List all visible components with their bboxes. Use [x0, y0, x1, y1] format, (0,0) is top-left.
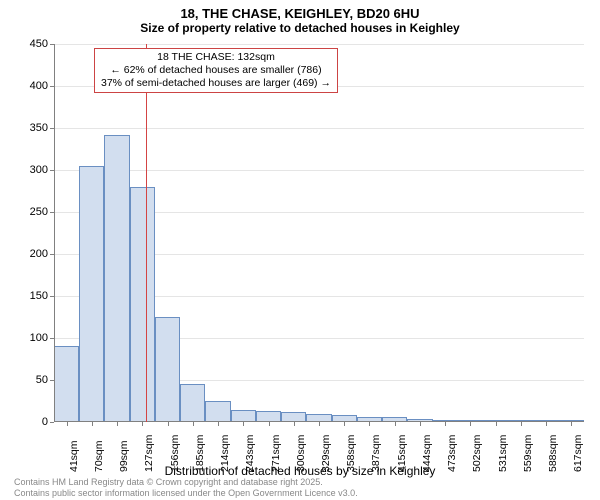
x-tick-mark	[571, 422, 572, 426]
x-tick-mark	[117, 422, 118, 426]
grid-line	[54, 128, 584, 129]
y-tick-label: 300	[30, 164, 54, 176]
grid-line	[54, 44, 584, 45]
title-block: 18, THE CHASE, KEIGHLEY, BD20 6HU Size o…	[0, 0, 600, 35]
x-tick-mark	[496, 422, 497, 426]
x-tick-mark	[218, 422, 219, 426]
y-axis-line	[54, 44, 55, 422]
x-tick-mark	[420, 422, 421, 426]
y-tick-label: 250	[30, 206, 54, 218]
footer-line1: Contains HM Land Registry data © Crown c…	[14, 477, 358, 487]
x-tick-mark	[269, 422, 270, 426]
x-tick-mark	[92, 422, 93, 426]
x-tick-mark	[243, 422, 244, 426]
title-line1: 18, THE CHASE, KEIGHLEY, BD20 6HU	[0, 6, 600, 21]
x-tick-mark	[294, 422, 295, 426]
x-tick-mark	[142, 422, 143, 426]
histogram-bar	[130, 187, 155, 422]
histogram-bar	[79, 166, 104, 422]
x-tick-mark	[445, 422, 446, 426]
footer-line2: Contains public sector information licen…	[14, 488, 358, 498]
histogram-bar	[205, 401, 230, 422]
y-tick-label: 0	[42, 416, 54, 428]
x-tick-mark	[395, 422, 396, 426]
histogram-bar	[180, 384, 205, 422]
histogram-bar	[155, 317, 180, 422]
grid-line	[54, 170, 584, 171]
y-tick-label: 150	[30, 290, 54, 302]
x-tick-mark	[319, 422, 320, 426]
annotation-line3: 37% of semi-detached houses are larger (…	[101, 77, 331, 90]
histogram-bar	[104, 135, 129, 422]
x-tick-mark	[344, 422, 345, 426]
x-tick-mark	[193, 422, 194, 426]
x-tick-mark	[521, 422, 522, 426]
annotation-line2: ← 62% of detached houses are smaller (78…	[101, 64, 331, 77]
marker-line	[146, 44, 147, 422]
y-tick-label: 50	[36, 374, 54, 386]
x-tick-mark	[168, 422, 169, 426]
footer: Contains HM Land Registry data © Crown c…	[14, 477, 358, 498]
y-tick-label: 100	[30, 332, 54, 344]
y-tick-label: 450	[30, 38, 54, 50]
x-axis-label: Distribution of detached houses by size …	[0, 464, 600, 478]
y-tick-label: 350	[30, 122, 54, 134]
x-tick-mark	[369, 422, 370, 426]
annotation-line1: 18 THE CHASE: 132sqm	[101, 51, 331, 64]
x-tick-mark	[67, 422, 68, 426]
x-tick-mark	[470, 422, 471, 426]
plot-area: 18 THE CHASE: 132sqm ← 62% of detached h…	[54, 44, 584, 422]
annotation-box: 18 THE CHASE: 132sqm ← 62% of detached h…	[94, 48, 338, 93]
chart-container: 18, THE CHASE, KEIGHLEY, BD20 6HU Size o…	[0, 0, 600, 500]
histogram-bar	[54, 346, 79, 422]
y-tick-label: 200	[30, 248, 54, 260]
x-tick-mark	[546, 422, 547, 426]
title-line2: Size of property relative to detached ho…	[0, 21, 600, 35]
y-tick-label: 400	[30, 80, 54, 92]
